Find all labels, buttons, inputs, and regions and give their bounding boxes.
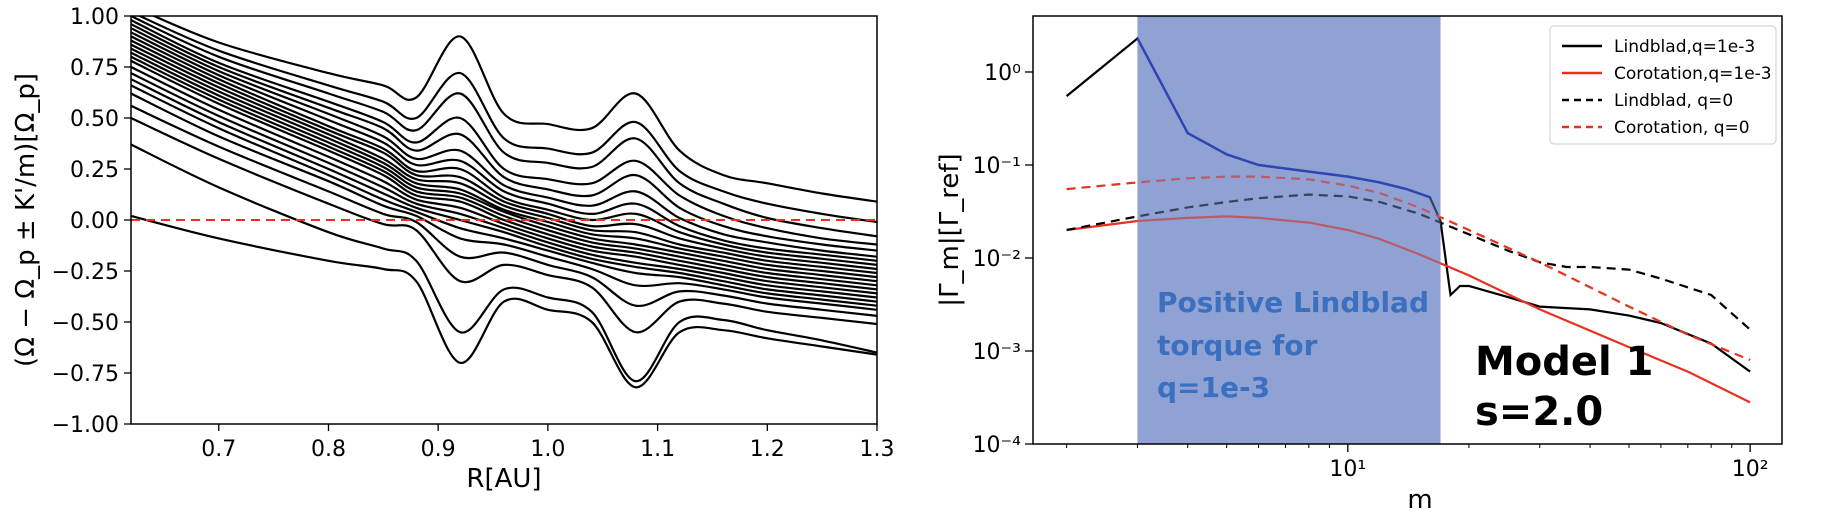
left-series-line-3: [131, 16, 877, 238]
left-series-line-1: [151, 16, 877, 203]
left-x-tick-label: 1.3: [860, 437, 895, 462]
legend-box: [1549, 25, 1777, 145]
left-series-line-17: [131, 78, 877, 303]
legend: Lindblad,q=1e-3 Corotation,q=1e-3 Lindblad…: [1549, 25, 1777, 145]
right-y-tick-label: 10⁰: [984, 61, 1021, 86]
annotation-positive-lindblad-line3: q=1e-3: [1157, 371, 1270, 404]
right-series-line-2: [1066, 215, 1751, 404]
left-x-tick-label: 1.0: [530, 437, 565, 462]
right-series-line-4: [1066, 175, 1751, 362]
right-y-tick-label: 10⁻⁴: [973, 433, 1022, 458]
right-y-tick-label: 10⁻²: [973, 247, 1021, 272]
left-series-line-9: [131, 39, 877, 271]
left-panel: 0.7 0.8 0.9 1.0 1.1 1.2 1.3 −1.00 −0.75 −0.50 −0.…: [11, 5, 895, 494]
right-y-tick-label: 10⁻¹: [973, 154, 1021, 179]
right-x-tick-label: 10²: [1732, 457, 1769, 482]
left-x-tick-label: 0.7: [201, 437, 236, 462]
left-y-tick-label: −0.75: [52, 362, 119, 387]
left-series-line-15: [131, 66, 877, 295]
left-y-tick-label: −1.00: [52, 413, 119, 438]
left-series-line-19: [131, 92, 877, 311]
left-series-line-4: [131, 19, 877, 246]
left-series-line-14: [131, 59, 877, 291]
left-y-tick-label: 1.00: [70, 5, 119, 30]
right-panel: 10¹ 10² 10⁻⁴ 10⁻³ 10⁻² 10⁻¹ 10⁰ m |Γ_m|[Γ_ref…: [935, 15, 1783, 512]
left-x-axis-label: R[AU]: [466, 464, 541, 494]
left-series-line-18: [131, 84, 877, 307]
left-x-ticks: 0.7 0.8 0.9 1.0 1.1 1.2 1.3: [201, 424, 895, 462]
left-series-line-5: [131, 23, 877, 252]
left-series-line-8: [131, 35, 877, 266]
right-y-tick-label: 10⁻³: [973, 340, 1021, 365]
left-series-line-7: [131, 31, 877, 262]
left-y-axis-label: (Ω − Ω_p ± K'/m)[Ω_p]: [11, 73, 41, 367]
left-series-line-21: [131, 117, 877, 334]
right-series-group: [1065, 16, 1751, 444]
legend-label: Lindblad, q=0: [1614, 91, 1733, 111]
positive-lindblad-shaded-region: [1137, 16, 1441, 444]
left-x-tick-label: 1.2: [750, 437, 785, 462]
right-x-tick-label: 10¹: [1329, 457, 1366, 482]
left-series-line-16: [131, 72, 877, 299]
left-series-line-13: [131, 55, 877, 287]
left-y-tick-label: −0.50: [52, 311, 119, 336]
left-y-tick-label: 0.75: [70, 56, 119, 81]
annotation-model-line1: Model 1: [1475, 339, 1654, 385]
positive-lindblad-shade-overlay: [1137, 16, 1441, 444]
left-y-ticks: −1.00 −0.75 −0.50 −0.25 0.00 0.25 0.50 0.75 1.00: [52, 5, 131, 438]
left-y-tick-label: 0.25: [70, 158, 119, 183]
left-series-line-2: [137, 16, 877, 224]
right-x-axis-label: m: [1407, 485, 1432, 512]
left-series-line-20: [131, 104, 877, 317]
right-y-ticks: 10⁻⁴ 10⁻³ 10⁻² 10⁻¹ 10⁰: [973, 61, 1033, 458]
left-series-line-12: [131, 51, 877, 283]
legend-label: Corotation,q=1e-3: [1614, 64, 1772, 84]
left-series-line-6: [131, 27, 877, 258]
left-y-tick-label: 0.00: [70, 209, 119, 234]
legend-label: Corotation, q=0: [1614, 118, 1750, 138]
annotation-positive-lindblad-line2: torque for: [1157, 329, 1318, 362]
left-series-line-10: [131, 43, 877, 275]
left-x-tick-label: 1.1: [640, 437, 675, 462]
left-x-tick-label: 0.9: [421, 437, 456, 462]
left-y-tick-label: 0.50: [70, 107, 119, 132]
right-x-ticks: 10¹ 10²: [1066, 444, 1769, 482]
legend-label: Lindblad,q=1e-3: [1614, 37, 1755, 57]
annotation-positive-lindblad-line1: Positive Lindblad: [1157, 286, 1429, 319]
left-series-group: [131, 16, 877, 389]
lindblad-in-band-line: [1136, 37, 1431, 199]
right-series-line-3: [1066, 193, 1751, 331]
annotation-model-line2: s=2.0: [1475, 389, 1603, 435]
right-y-axis-label: |Γ_m|[Γ_ref]: [935, 153, 965, 306]
right-axes-frame: [1032, 15, 1783, 445]
left-x-tick-label: 0.8: [311, 437, 346, 462]
left-y-tick-label: −0.25: [52, 260, 119, 285]
left-series-line-22: [131, 143, 877, 383]
left-series-line-23: [131, 214, 877, 389]
